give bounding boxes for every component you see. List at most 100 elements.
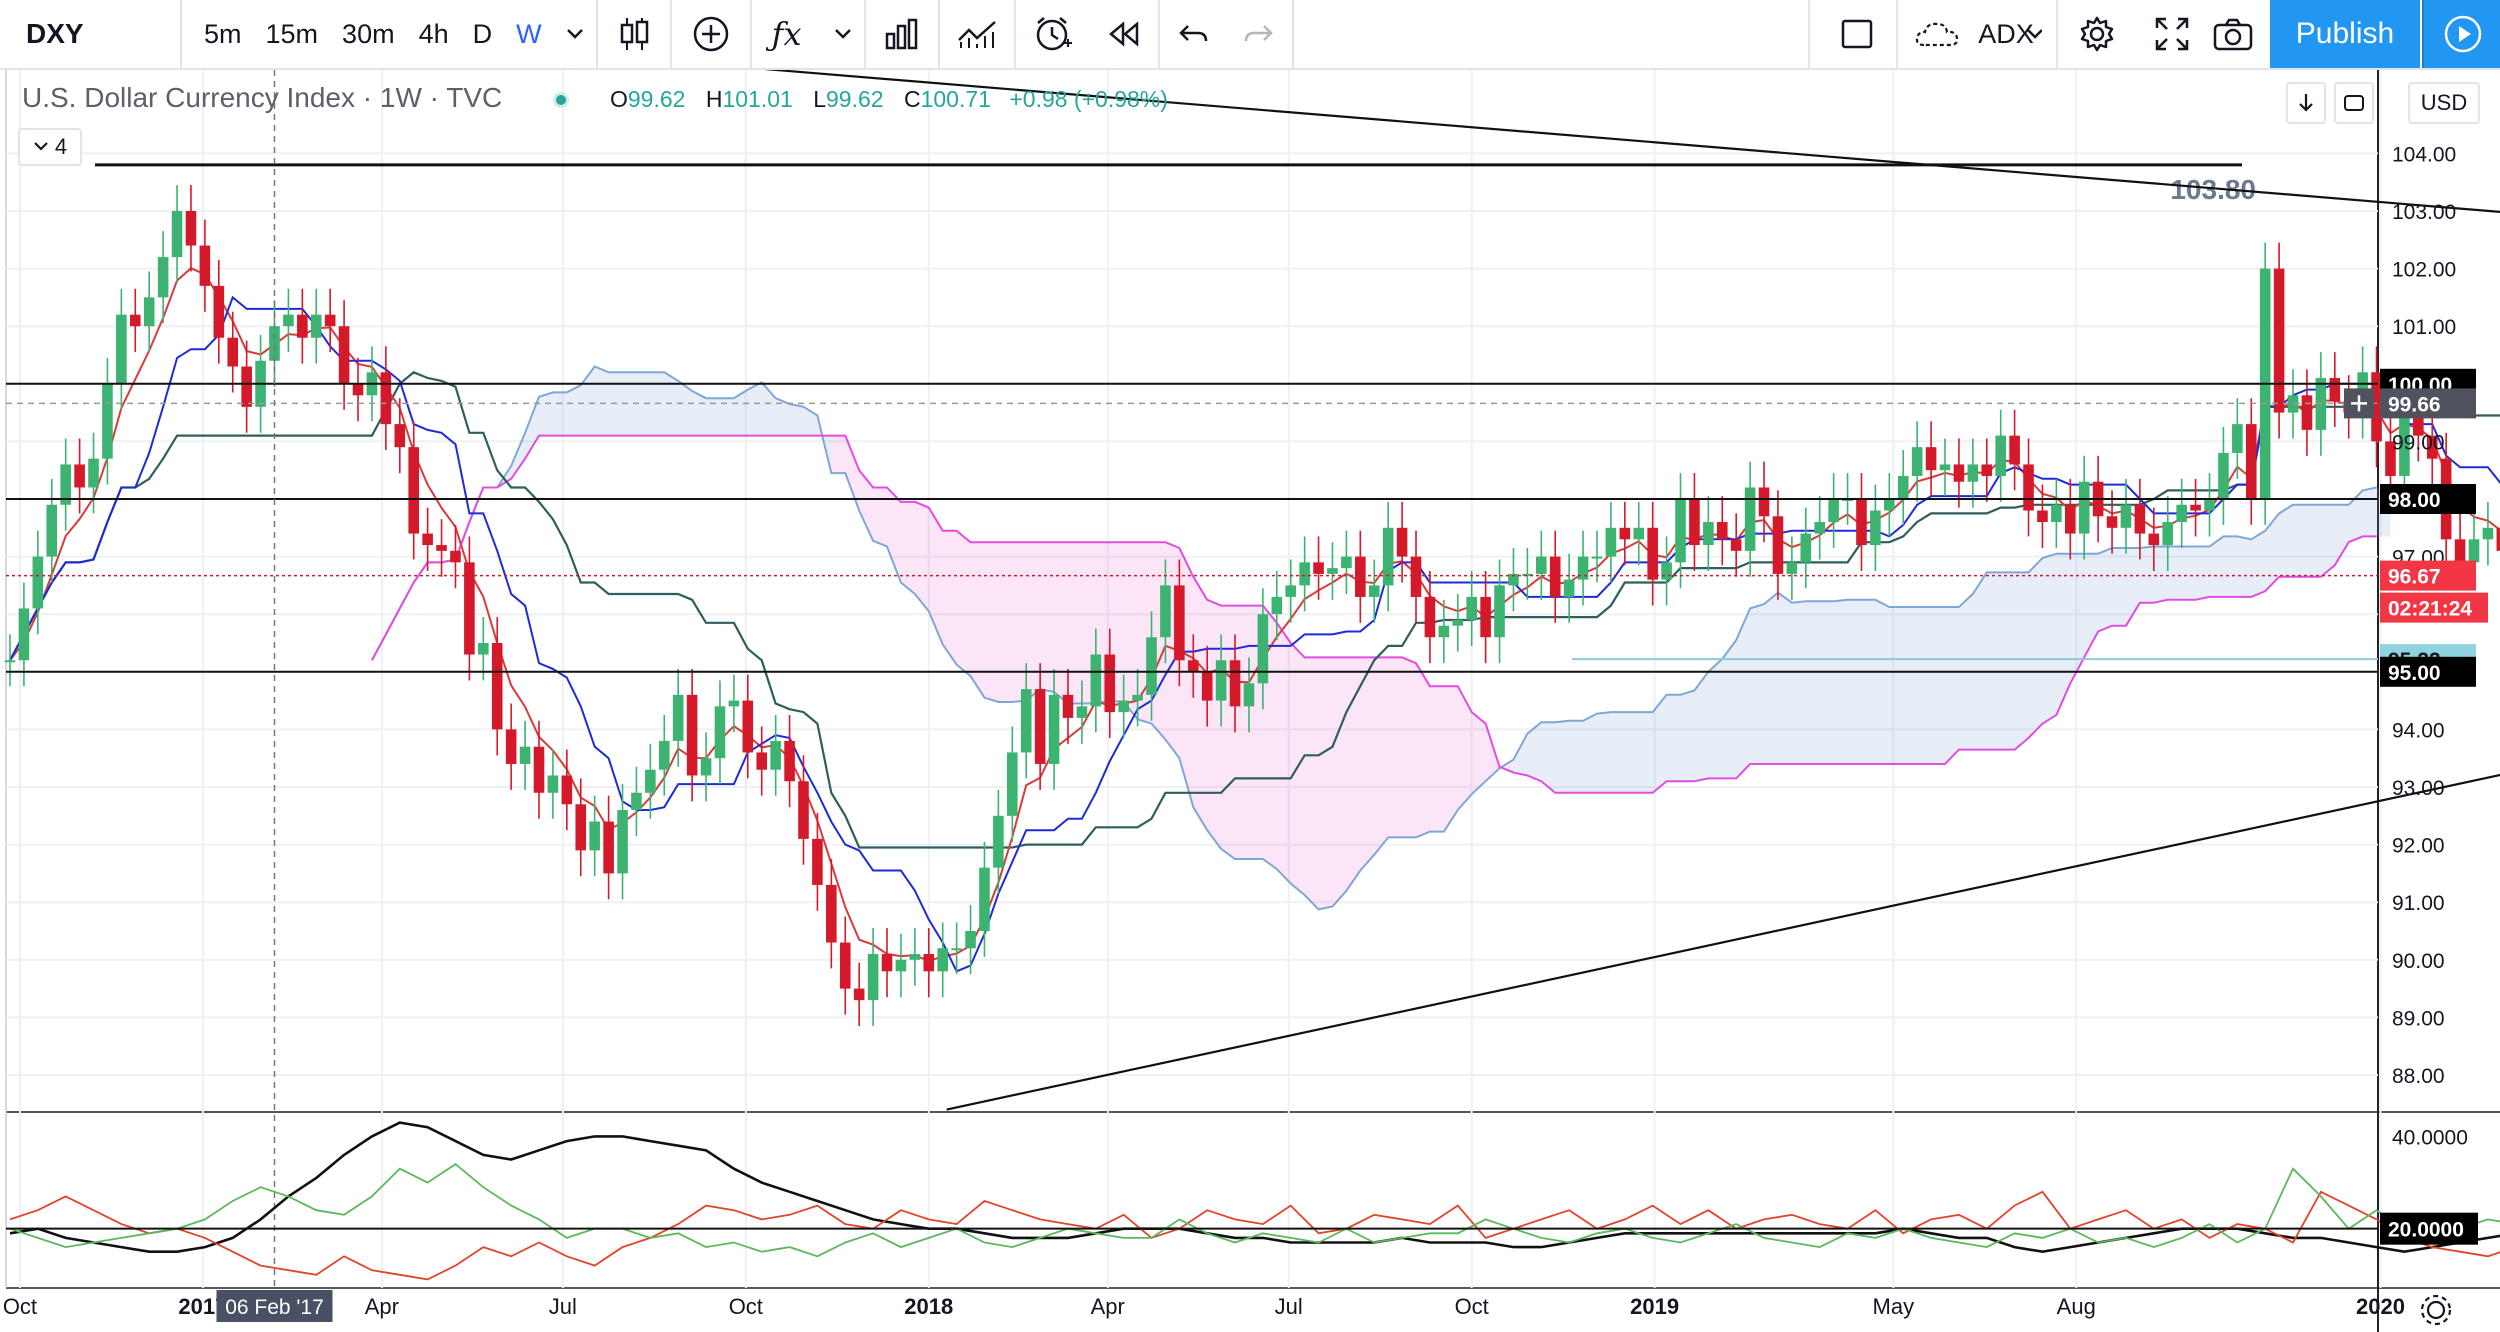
candle-body (129, 314, 141, 327)
cloud-fill (2348, 490, 2363, 543)
candle-body (1160, 585, 1171, 638)
candle-body (352, 383, 364, 396)
close-label: C (903, 86, 921, 112)
interval-dropdown-icon[interactable] (554, 0, 596, 68)
cloud-fill (845, 435, 860, 511)
settings-gear-icon[interactable] (2060, 0, 2134, 68)
candle-body (2287, 395, 2299, 413)
indicator-template-dropdown-icon[interactable] (2014, 0, 2054, 68)
cloud-fill (1513, 733, 1528, 776)
time-axis-label: 2018 (904, 1294, 953, 1319)
fullscreen-icon[interactable] (2136, 0, 2208, 68)
candle-body (2204, 499, 2215, 511)
adx-level-tag-text: 20.0000 (2388, 1219, 2464, 1242)
undo-icon[interactable] (1160, 0, 1226, 68)
cloud-fill (2237, 536, 2252, 597)
candle-body (700, 758, 712, 776)
auto-scale-button[interactable] (2334, 82, 2374, 124)
horizontal-levels[interactable]: 103.80 (6, 163, 2378, 673)
cloud-fill (1903, 607, 1918, 764)
redo-icon[interactable] (1226, 0, 1292, 68)
price-tag-text: 02:21:24 (2388, 598, 2472, 621)
indicator-template-label[interactable]: ADX (1978, 18, 2034, 49)
candle-body (1605, 527, 1617, 557)
cloud-fill (1221, 605, 1236, 859)
ohlc-values: O99.62 H101.01 L99.62 C100.71 +0.98 (+0.… (610, 86, 1168, 113)
indicators-icon[interactable]: ƒx (771, 15, 802, 53)
cloud-fill (1847, 599, 1862, 764)
cloud-fill (1596, 712, 1611, 793)
interval-5m[interactable]: 5m (204, 18, 242, 49)
cloud-fill (1569, 720, 1584, 793)
cloud-fill (831, 435, 846, 474)
cloud-fill (2306, 504, 2321, 577)
currency-label[interactable]: USD (2408, 82, 2480, 124)
publish-play-icon[interactable] (2422, 0, 2500, 68)
cloud-fill (1012, 542, 1027, 703)
candle-body (241, 366, 252, 407)
series-legend-title[interactable]: U.S. Dollar Currency Index · 1W · TVC (22, 82, 503, 113)
candles-icon[interactable] (598, 0, 670, 68)
cloud-fill (2000, 572, 2015, 750)
candle-body (839, 942, 851, 989)
candle-body (1410, 556, 1422, 597)
candle-body (951, 948, 962, 951)
snapshot-camera-icon[interactable] (2196, 0, 2270, 68)
toolbar-divider (749, 0, 752, 68)
candle-body (88, 458, 99, 488)
candle-body (1563, 579, 1575, 597)
toolbar-divider (1157, 0, 1160, 68)
replay-icon[interactable] (1090, 0, 1158, 68)
candle-body (1146, 637, 1157, 695)
candle-body (227, 337, 239, 367)
interval-15m[interactable]: 15m (265, 18, 319, 49)
toolbar-divider (595, 0, 598, 68)
cloud-fill (1861, 599, 1876, 764)
time-axis-label: 2019 (1630, 1294, 1679, 1319)
candle-body (1480, 596, 1491, 638)
candle-body (283, 314, 294, 327)
candle-body (1591, 556, 1603, 559)
interval-30m[interactable]: 30m (342, 18, 395, 49)
price-tag (2380, 388, 2476, 419)
indicators-dropdown-icon[interactable] (822, 0, 864, 68)
cloud-fill (2251, 530, 2266, 597)
candle-body (979, 867, 990, 931)
cloud-fill (775, 398, 790, 436)
toolbar-divider (669, 0, 672, 68)
publish-button[interactable]: Publish (2270, 0, 2420, 68)
compare-add-icon[interactable] (672, 0, 750, 68)
candle-body (1438, 625, 1450, 638)
cloud-fill (2334, 504, 2349, 566)
price-tag (2380, 560, 2476, 591)
layout-select-icon[interactable] (1820, 0, 1894, 68)
price-tag-text: 99.66 (2388, 393, 2441, 416)
interval-d[interactable]: D (472, 18, 493, 49)
cloud-fill (747, 382, 762, 436)
symbol-search[interactable]: DXY (26, 18, 84, 49)
interval-w[interactable]: W (516, 18, 542, 49)
cloud-fill (1945, 607, 1959, 764)
candle-body (895, 959, 907, 972)
candle-body (297, 314, 308, 338)
scroll-to-realtime-button[interactable] (2286, 82, 2326, 124)
indicator-template-cloud-icon[interactable] (1902, 0, 1972, 68)
indicators-collapse-toggle[interactable]: 4 (18, 128, 82, 166)
candle-body (505, 729, 517, 764)
price-axis-label: 101.00 (2392, 316, 2456, 339)
candle-body (1187, 660, 1199, 672)
candle-body (2134, 504, 2146, 534)
refresh-icon (2344, 95, 2364, 111)
low-value: 99.62 (826, 86, 884, 112)
candle-body (1355, 556, 1366, 597)
interval-4h[interactable]: 4h (418, 18, 449, 49)
alert-clock-icon[interactable] (1016, 0, 1090, 68)
financials-icon[interactable] (866, 0, 938, 68)
cloud-fill (622, 372, 637, 436)
adx-axis-label: 40.0000 (2392, 1126, 2468, 1149)
candle-body (2023, 464, 2034, 511)
time-axis-label: 2020 (2356, 1294, 2405, 1319)
chart-templates-icon[interactable] (940, 0, 1014, 68)
